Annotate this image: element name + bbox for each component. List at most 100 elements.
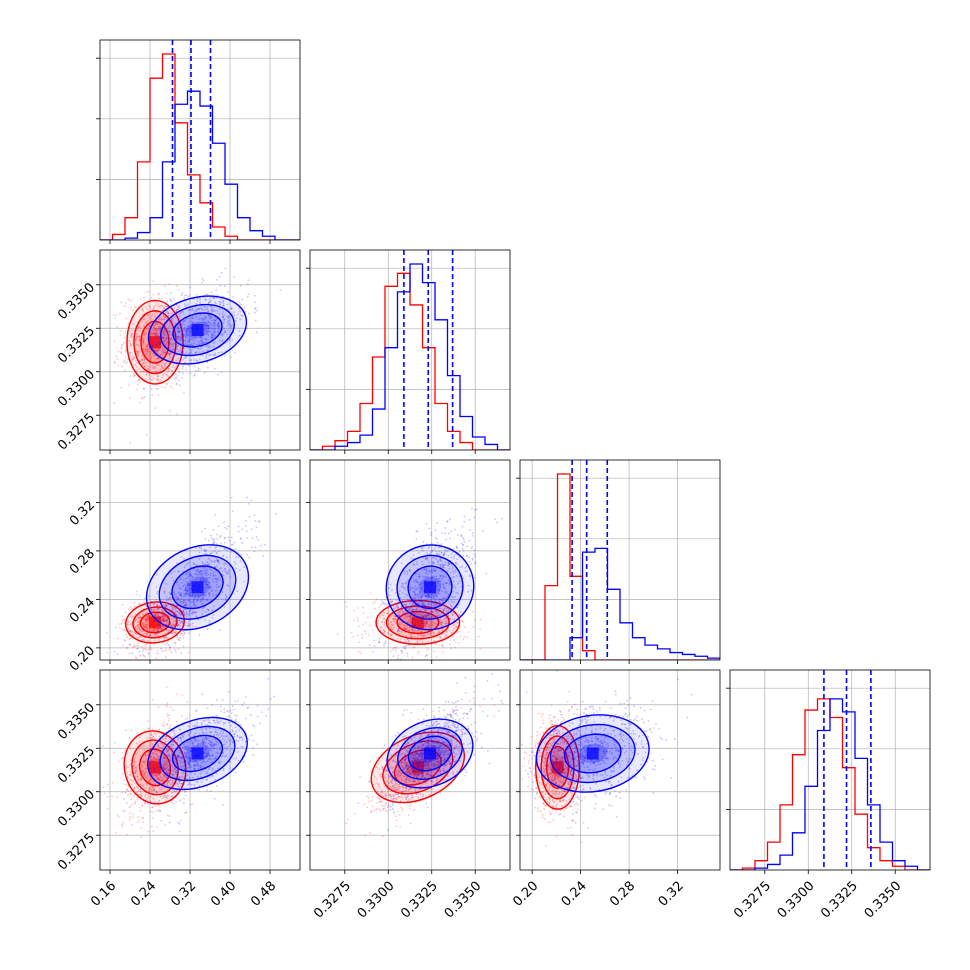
scatter-point: [159, 328, 162, 330]
scatter-point: [198, 573, 201, 576]
scatter-point: [416, 609, 419, 611]
scatter-point: [177, 584, 180, 587]
scatter-point: [182, 610, 185, 613]
scatter-point: [447, 561, 449, 563]
scatter-point: [402, 587, 405, 590]
scatter-point: [146, 798, 149, 801]
scatter-point: [199, 337, 202, 339]
scatter-point: [416, 588, 419, 591]
scatter-point: [453, 639, 455, 641]
scatter-point: [155, 585, 158, 588]
scatter-point: [136, 751, 139, 754]
scatter-point: [453, 580, 455, 583]
scatter-point: [430, 576, 433, 579]
scatter-point: [454, 571, 457, 573]
scatter-point: [217, 577, 220, 579]
scatter-point: [394, 621, 397, 624]
scatter-point: [142, 613, 145, 616]
scatter-point: [435, 586, 438, 589]
scatter-point: [439, 558, 442, 561]
scatter-point: [164, 769, 167, 772]
scatter-point: [243, 580, 245, 583]
scatter-point: [148, 374, 151, 377]
scatter-point: [157, 628, 159, 631]
scatter-point: [128, 630, 131, 632]
scatter-point: [183, 578, 185, 581]
scatter-point: [446, 611, 448, 614]
scatter-point: [184, 305, 187, 308]
scatter-point: [436, 623, 439, 625]
scatter-point: [145, 649, 148, 651]
scatter-point: [181, 329, 183, 332]
scatter-point: [357, 625, 360, 628]
scatter-point: [195, 611, 197, 614]
scatter-point: [151, 785, 154, 788]
scatter-point: [479, 618, 482, 621]
scatter-point: [408, 625, 411, 628]
scatter-point: [235, 567, 238, 570]
scatter-point: [186, 334, 189, 337]
scatter-point: [133, 795, 136, 798]
scatter-point: [166, 762, 169, 765]
scatter-point: [204, 563, 206, 566]
scatter-point: [141, 630, 144, 632]
scatter-point: [125, 362, 127, 365]
scatter-point: [142, 340, 145, 343]
scatter-point: [379, 603, 382, 606]
scatter-point: [412, 587, 415, 589]
scatter-point: [145, 621, 148, 624]
scatter-point: [173, 612, 176, 615]
scatter-point: [189, 330, 192, 333]
scatter-point: [224, 548, 227, 551]
scatter-point: [134, 626, 137, 629]
scatter-point: [122, 779, 125, 782]
scatter-point: [137, 645, 140, 647]
scatter-point: [427, 612, 430, 615]
scatter-point: [154, 635, 157, 638]
scatter-point: [443, 632, 446, 635]
scatter-point: [169, 779, 172, 782]
scatter-point: [387, 632, 390, 634]
scatter-point: [185, 573, 187, 576]
scatter-point: [166, 723, 169, 725]
scatter-point: [174, 733, 176, 736]
scatter-point: [149, 629, 152, 632]
scatter-point: [146, 351, 149, 354]
scatter-point: [127, 384, 130, 387]
scatter-point: [206, 586, 208, 589]
scatter-point: [173, 349, 176, 352]
scatter-point: [145, 332, 148, 334]
scatter-point: [427, 593, 430, 596]
scatter-point: [171, 348, 174, 351]
scatter-point: [420, 622, 423, 625]
scatter-point: [426, 576, 429, 579]
scatter-point: [375, 625, 378, 628]
scatter-point: [135, 593, 138, 596]
scatter-point: [184, 621, 187, 624]
scatter-point: [241, 298, 244, 301]
panel-frame-1-1: [309, 249, 511, 451]
scatter-point: [426, 654, 429, 656]
scatter-point: [155, 613, 157, 616]
scatter-point: [166, 772, 168, 775]
scatter-point: [156, 776, 159, 779]
scatter-point: [465, 565, 468, 568]
scatter-point: [184, 334, 187, 337]
contour-blue: [145, 544, 250, 631]
scatter-point: [441, 599, 444, 602]
scatter-point: [163, 605, 166, 608]
scatter-point: [162, 351, 164, 354]
scatter-point: [158, 666, 160, 668]
scatter-point: [163, 619, 165, 621]
scatter-point: [201, 277, 204, 280]
scatter-point: [188, 598, 190, 601]
scatter-point: [166, 769, 168, 772]
scatter-point: [407, 640, 410, 643]
scatter-point: [163, 362, 166, 365]
scatter-point: [116, 358, 119, 361]
scatter-point: [170, 346, 173, 349]
scatter-point: [149, 757, 152, 759]
scatter-point: [187, 599, 190, 602]
scatter-point: [150, 756, 152, 759]
scatter-point: [170, 318, 173, 321]
